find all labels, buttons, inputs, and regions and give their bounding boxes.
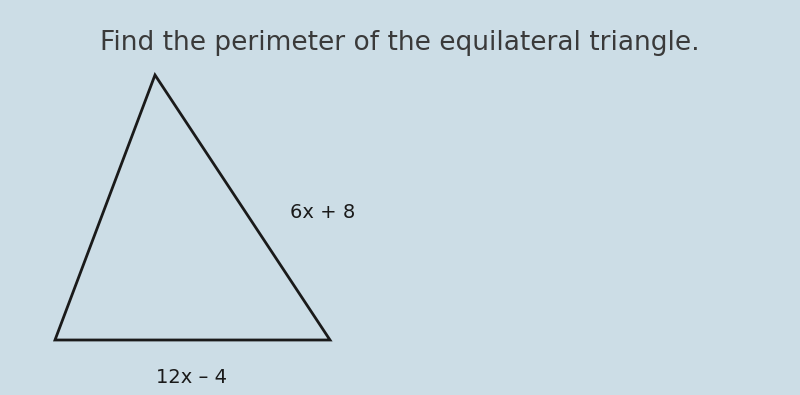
Text: Find the perimeter of the equilateral triangle.: Find the perimeter of the equilateral tr…: [100, 30, 700, 56]
Text: 6x + 8: 6x + 8: [290, 203, 355, 222]
Text: 12x – 4: 12x – 4: [157, 368, 227, 387]
